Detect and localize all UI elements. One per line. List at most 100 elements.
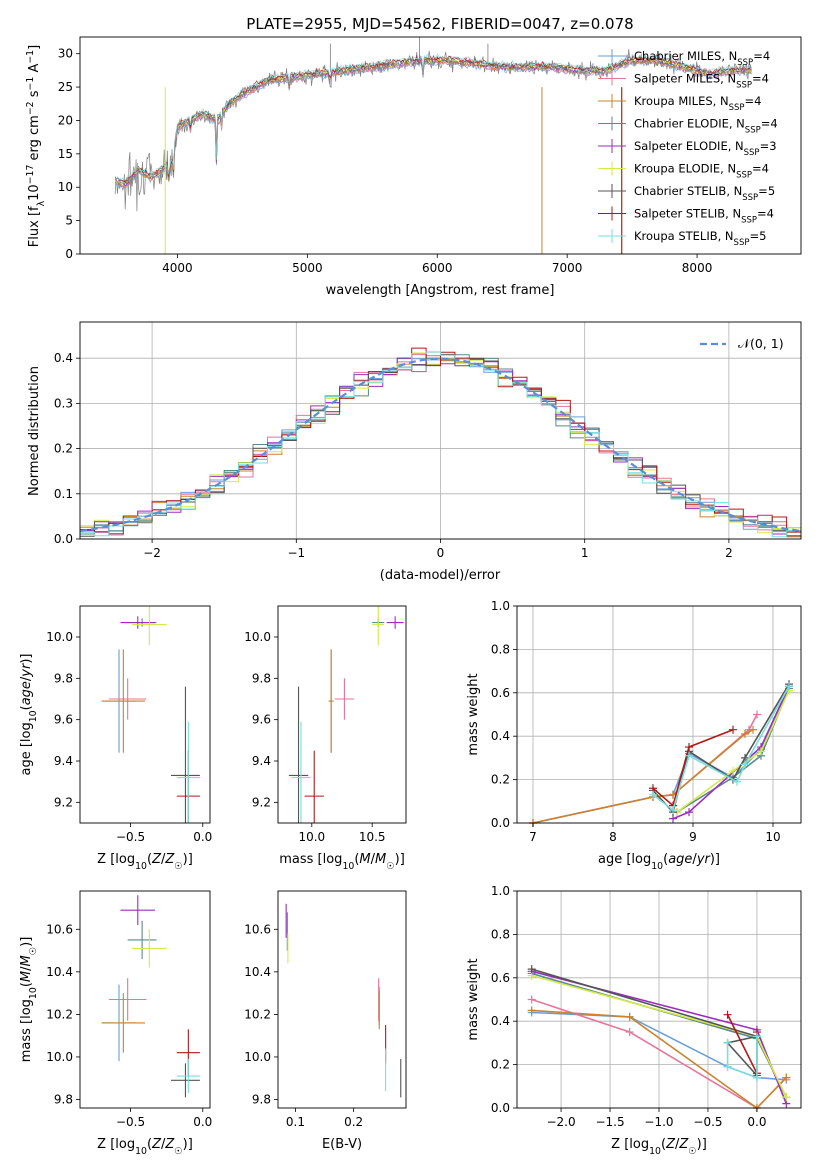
x-axis-label: Z [log10(Z/Z☉)] xyxy=(97,1137,193,1157)
label-part: ☉ xyxy=(28,947,39,955)
errorbar-point xyxy=(176,1059,200,1094)
y-tick-label: 10.0 xyxy=(244,1050,271,1064)
errorbar-point xyxy=(386,616,404,629)
label-part: )] xyxy=(183,1137,193,1152)
legend-series-name: Kroupa ELODIE xyxy=(634,162,720,176)
y-tick-label: 1.0 xyxy=(491,599,510,613)
y-tick-label: 25 xyxy=(58,80,73,94)
label-part: ( xyxy=(354,852,359,867)
series-marker xyxy=(741,730,749,739)
series-marker xyxy=(527,965,536,974)
errorbar-point xyxy=(120,616,156,629)
y-tick-label: 0.2 xyxy=(54,442,73,456)
legend-nssp-value: 5 xyxy=(759,229,766,243)
x-tick-label: 0.0 xyxy=(193,830,212,844)
series-marker xyxy=(685,743,693,752)
label-part: )] xyxy=(395,852,405,867)
legend-equals: = xyxy=(752,72,762,86)
y-tick-label: 0.4 xyxy=(54,351,73,365)
x-tick-label: 5000 xyxy=(292,261,323,275)
axes-age_vs_Z: −0.5 0.0 9.2 9.4 9.6 9.8 10.0 xyxy=(46,605,212,844)
label-part: ☉ xyxy=(386,861,394,872)
x-tick-label: 1 xyxy=(581,546,589,560)
label-part: Z [ xyxy=(97,852,115,867)
legend-nssp-value: 4 xyxy=(754,94,761,108)
label-part: Z xyxy=(164,852,175,867)
label-part: Z xyxy=(164,1137,175,1152)
legend-n-prefix: , N xyxy=(728,139,744,153)
legend-n-subscript: SSP xyxy=(729,103,745,113)
x-axis-label: (data-model)/error xyxy=(380,568,501,583)
x-axis-label: Z [log10(Z/Z☉)] xyxy=(97,852,193,872)
series-marker xyxy=(685,808,693,817)
label-part: / xyxy=(692,852,697,867)
plot-area xyxy=(101,606,200,823)
series-line xyxy=(676,688,790,813)
label-part: Z [ xyxy=(97,1137,115,1152)
mass-weight-series xyxy=(673,684,793,817)
series-line xyxy=(652,685,790,812)
legend-label: Chabrier STELIB, NSSP=5 xyxy=(634,184,775,203)
legend-series-name: Chabrier ELODIE xyxy=(634,117,729,131)
label-part: / xyxy=(19,966,34,971)
legend-n-subscript: SSP xyxy=(737,58,753,68)
x-tick-label: −0.5 xyxy=(116,830,145,844)
label-part: log xyxy=(115,1137,135,1152)
y-tick-label: 0.2 xyxy=(491,773,510,787)
label-part: 10 xyxy=(28,710,39,722)
legend-label: Salpeter STELIB, NSSP=4 xyxy=(634,207,774,226)
x-tick-label: 7000 xyxy=(552,261,583,275)
errorbar-point xyxy=(291,721,311,823)
label-part: s xyxy=(27,90,42,101)
y-tick-label: 9.8 xyxy=(252,1092,271,1106)
legend: 𝒩(0, 1) xyxy=(700,336,784,351)
x-axis-label: age [log10(age/yr)] xyxy=(598,852,720,872)
label-part: yr xyxy=(19,662,34,678)
legend-n-subscript: SSP xyxy=(742,193,758,203)
legend-equals: = xyxy=(760,139,770,153)
legend-n-subscript: SSP xyxy=(734,238,750,248)
y-tick-label: 0.4 xyxy=(491,1014,510,1028)
mass-weight-series xyxy=(529,710,761,827)
label-part: Flux [f xyxy=(27,206,42,247)
label-part: ☉ xyxy=(174,1146,182,1157)
x-tick-label: 8 xyxy=(609,830,617,844)
errorbar-point xyxy=(108,978,147,1021)
series-marker xyxy=(782,1073,791,1082)
label-part: )] xyxy=(710,852,720,867)
x-tick-label: 10.5 xyxy=(359,830,386,844)
series-marker xyxy=(723,1038,732,1047)
series-marker xyxy=(733,777,741,786)
y-tick-label: 0.8 xyxy=(491,927,510,941)
y-tick-label: 9.6 xyxy=(252,713,271,727)
plot-area xyxy=(114,37,752,254)
mass-weight-series xyxy=(723,1032,761,1082)
legend-equals: = xyxy=(749,229,759,243)
y-tick-label: 30 xyxy=(58,47,73,61)
label-part: log xyxy=(115,852,135,867)
label-part: 10 xyxy=(342,861,354,872)
x-tick-label: −2 xyxy=(143,546,161,560)
label-part: A xyxy=(27,64,42,77)
label-part: Z xyxy=(678,1137,689,1152)
legend-n-subscript: SSP xyxy=(736,81,752,91)
legend-series-name: Salpeter ELODIE xyxy=(634,139,728,153)
x-axis-label: E(B-V) xyxy=(322,1137,362,1152)
legend-nssp-value: 4 xyxy=(770,117,777,131)
axes-residuals: −2 −1 0 1 2 0.0 0.1 0.2 0.3 0.4 xyxy=(54,321,802,560)
series-marker xyxy=(757,747,765,756)
x-tick-label: 0.0 xyxy=(193,1115,212,1129)
label-part: ☉ xyxy=(174,861,182,872)
errorbar-point xyxy=(334,678,355,720)
y-tick-label: 10.4 xyxy=(244,965,271,979)
errorbar-point xyxy=(132,606,167,646)
y-tick-label: 0.8 xyxy=(491,642,510,656)
y-axis-label: mass [log10(M/M☉)] xyxy=(19,937,39,1063)
axes-frame xyxy=(516,605,802,824)
series-line xyxy=(652,683,790,814)
legend-n-prefix: , N xyxy=(718,229,734,243)
chart-title: PLATE=2955, MJD=54562, FIBERID=0047, z=0… xyxy=(246,15,633,33)
series-marker xyxy=(723,1010,732,1019)
y-tick-label: 15 xyxy=(58,147,73,161)
mass-weight-series xyxy=(649,682,793,814)
